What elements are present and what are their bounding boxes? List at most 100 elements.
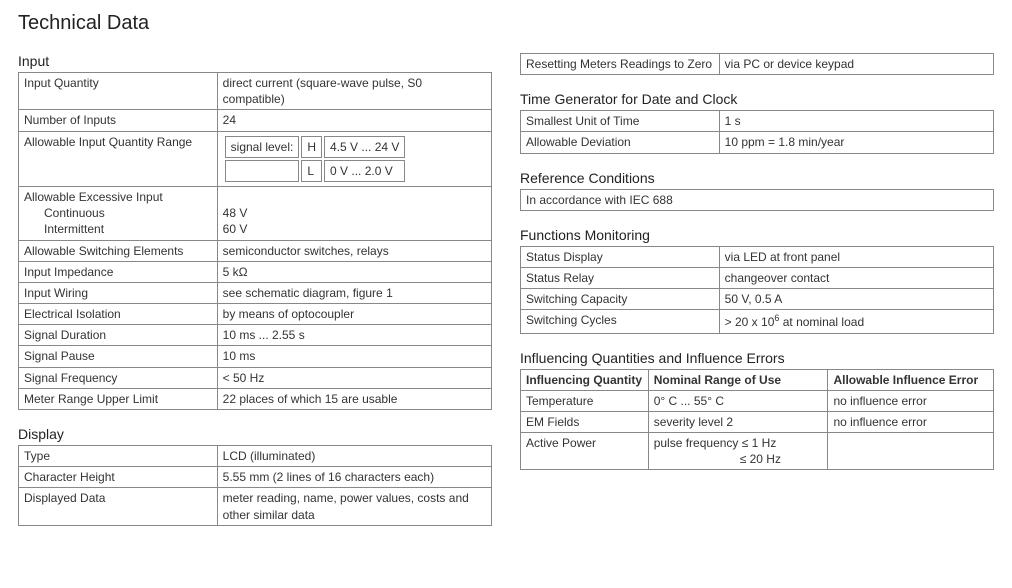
cell-value: < 50 Hz (217, 367, 491, 388)
cell-label: Status Relay (521, 267, 720, 288)
cell-label: Meter Range Upper Limit (19, 388, 218, 409)
section-title-display: Display (18, 426, 492, 442)
cell-value: 10 ms (217, 346, 491, 367)
table-row: Meter Range Upper Limit 22 places of whi… (19, 388, 492, 409)
col-header-quantity: Influencing Quantity (521, 369, 649, 390)
cell-label: Signal Pause (19, 346, 218, 367)
cell-label: Signal Frequency (19, 367, 218, 388)
table-row: Type LCD (illuminated) (19, 446, 492, 467)
cell-error (828, 433, 994, 470)
table-input: Input Quantity direct current (square-wa… (18, 72, 492, 410)
cell-label: Input Wiring (19, 282, 218, 303)
cell-value: 22 places of which 15 are usable (217, 388, 491, 409)
cell-value: 5.55 mm (2 lines of 16 characters each) (217, 467, 491, 488)
excess-sub1: Continuous (24, 205, 212, 221)
table-row: Input Impedance 5 kΩ (19, 261, 492, 282)
table-row: Allowable Switching Elements semiconduct… (19, 240, 492, 261)
table-row: Resetting Meters Readings to Zero via PC… (521, 54, 994, 75)
excess-label: Allowable Excessive Input (24, 190, 163, 204)
cell-label: Number of Inputs (19, 110, 218, 131)
cell-value: 48 V 60 V (217, 186, 491, 240)
table-row: Active Power pulse frequency ≤ 1 Hz ≤ 20… (521, 433, 994, 470)
cell-label: Allowable Excessive Input Continuous Int… (19, 186, 218, 240)
cell-label: Smallest Unit of Time (521, 111, 720, 132)
section-timegen: Time Generator for Date and Clock Smalle… (520, 91, 994, 153)
cell-label: Allowable Switching Elements (19, 240, 218, 261)
cell-value: In accordance with IEC 688 (521, 189, 994, 210)
cell-label: Resetting Meters Readings to Zero (521, 54, 720, 75)
section-title-funcmon: Functions Monitoring (520, 227, 994, 243)
sw-cycles-post: at nominal load (779, 315, 864, 329)
table-timegen: Smallest Unit of Time 1 s Allowable Devi… (520, 110, 994, 153)
cell-value: by means of optocoupler (217, 304, 491, 325)
table-reset: Resetting Meters Readings to Zero via PC… (520, 53, 994, 75)
cell-value: 10 ppm = 1.8 min/year (719, 132, 993, 153)
signal-h-label: H (301, 136, 322, 158)
cell-nominal: severity level 2 (648, 411, 828, 432)
active-n2: ≤ 20 Hz (654, 452, 781, 466)
table-row: In accordance with IEC 688 (521, 189, 994, 210)
columns: Input Input Quantity direct current (squ… (18, 53, 994, 542)
cell-value: direct current (square-wave pulse, S0 co… (217, 73, 491, 110)
active-n1: pulse frequency ≤ 1 Hz (654, 436, 777, 450)
cell-value: meter reading, name, power values, costs… (217, 488, 491, 525)
table-header-row: Influencing Quantity Nominal Range of Us… (521, 369, 994, 390)
excess-val2: 60 V (223, 222, 248, 236)
section-refcond: Reference Conditions In accordance with … (520, 170, 994, 211)
table-refcond: In accordance with IEC 688 (520, 189, 994, 211)
cell-quantity: Active Power (521, 433, 649, 470)
table-row: Signal Duration 10 ms ... 2.55 s (19, 325, 492, 346)
cell-error: no influence error (828, 390, 994, 411)
section-display: Display Type LCD (illuminated) Character… (18, 426, 492, 526)
cell-label: Input Impedance (19, 261, 218, 282)
table-row: Status Display via LED at front panel (521, 246, 994, 267)
cell-value: 24 (217, 110, 491, 131)
cell-label: Switching Capacity (521, 289, 720, 310)
cell-label: Electrical Isolation (19, 304, 218, 325)
cell-nominal: 0° C ... 55° C (648, 390, 828, 411)
signal-l-value: 0 V ... 2.0 V (324, 160, 405, 182)
table-display: Type LCD (illuminated) Character Height … (18, 445, 492, 526)
section-input: Input Input Quantity direct current (squ… (18, 53, 492, 410)
page-title: Technical Data (18, 12, 994, 35)
cell-value: via PC or device keypad (719, 54, 993, 75)
sw-cycles-pre: > 20 x 10 (725, 315, 775, 329)
cell-label: Switching Cycles (521, 310, 720, 333)
col-header-nominal: Nominal Range of Use (648, 369, 828, 390)
cell-label: Signal Duration (19, 325, 218, 346)
section-reset: Resetting Meters Readings to Zero via PC… (520, 53, 994, 75)
excess-val1: 48 V (223, 206, 248, 220)
excess-sub2: Intermittent (24, 221, 212, 237)
cell-error: no influence error (828, 411, 994, 432)
table-row: Number of Inputs 24 (19, 110, 492, 131)
cell-label: Input Quantity (19, 73, 218, 110)
section-title-input: Input (18, 53, 492, 69)
table-influence: Influencing Quantity Nominal Range of Us… (520, 369, 994, 471)
left-column: Input Input Quantity direct current (squ… (18, 53, 492, 542)
cell-value: signal level: H 4.5 V ... 24 V L 0 V ...… (217, 131, 491, 186)
cell-value: 1 s (719, 111, 993, 132)
cell-value: see schematic diagram, figure 1 (217, 282, 491, 303)
table-row: Displayed Data meter reading, name, powe… (19, 488, 492, 525)
signal-level-prefix: signal level: (225, 136, 300, 158)
table-row: Character Height 5.55 mm (2 lines of 16 … (19, 467, 492, 488)
table-row: Allowable Excessive Input Continuous Int… (19, 186, 492, 240)
col-header-error: Allowable Influence Error (828, 369, 994, 390)
section-influence: Influencing Quantities and Influence Err… (520, 350, 994, 471)
cell-value: 50 V, 0.5 A (719, 289, 993, 310)
cell-value: 10 ms ... 2.55 s (217, 325, 491, 346)
cell-label: Displayed Data (19, 488, 218, 525)
cell-label: Status Display (521, 246, 720, 267)
section-title-timegen: Time Generator for Date and Clock (520, 91, 994, 107)
cell-value: via LED at front panel (719, 246, 993, 267)
table-row: Switching Capacity 50 V, 0.5 A (521, 289, 994, 310)
section-title-influence: Influencing Quantities and Influence Err… (520, 350, 994, 366)
table-row: Switching Cycles > 20 x 106 at nominal l… (521, 310, 994, 333)
table-row: Signal Frequency < 50 Hz (19, 367, 492, 388)
table-funcmon: Status Display via LED at front panel St… (520, 246, 994, 334)
cell-label: Allowable Input Quantity Range (19, 131, 218, 186)
table-row: Allowable Input Quantity Range signal le… (19, 131, 492, 186)
section-funcmon: Functions Monitoring Status Display via … (520, 227, 994, 334)
table-row: Allowable Deviation 10 ppm = 1.8 min/yea… (521, 132, 994, 153)
cell-nominal: pulse frequency ≤ 1 Hz ≤ 20 Hz (648, 433, 828, 470)
